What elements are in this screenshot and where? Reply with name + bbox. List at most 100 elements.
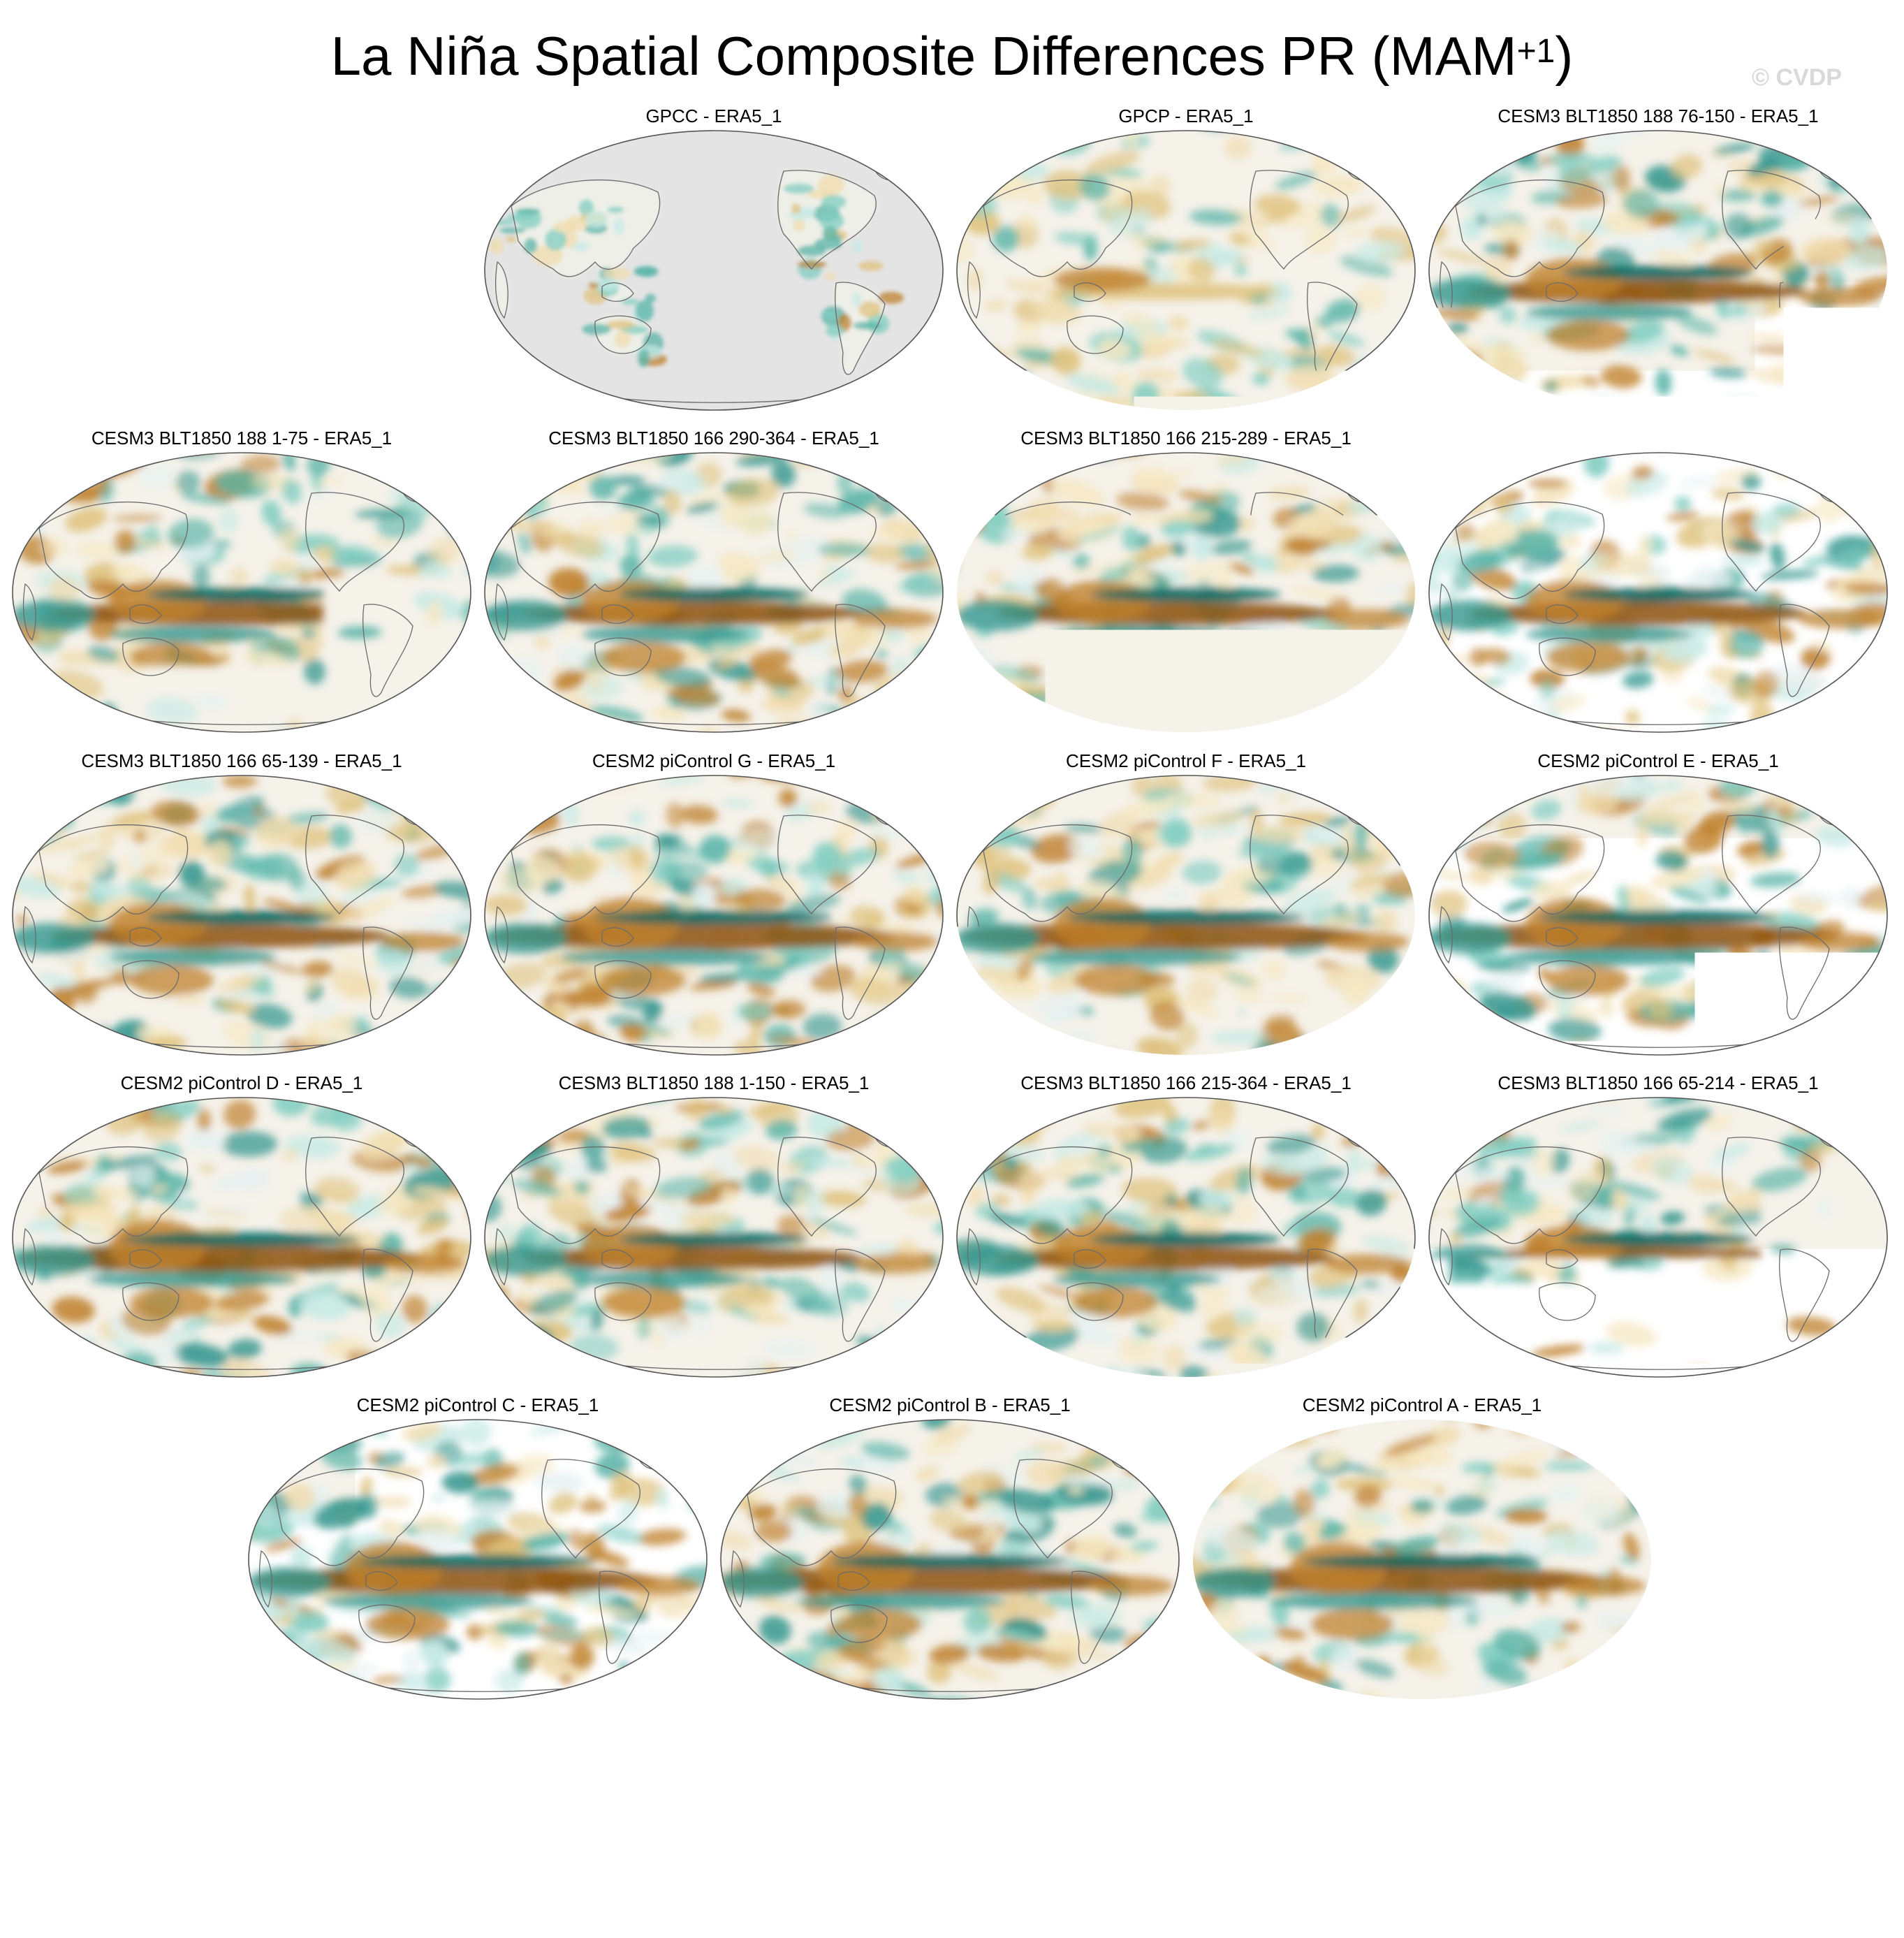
map-panel: CESM3 BLT1850 166 140-214 - ERA5_1: [1428, 426, 1889, 734]
map-panel: CESM3 BLT1850 166 215-289 - ERA5_1: [955, 426, 1416, 734]
robinson-map: [1428, 1096, 1889, 1378]
map-panel: CESM3 BLT1850 188 1-150 - ERA5_1: [483, 1071, 944, 1378]
robinson-map: [11, 451, 472, 734]
figure-title: La Niña Spatial Composite Differences PR…: [0, 21, 1904, 91]
panel-title: CESM2 piControl E - ERA5_1: [1428, 749, 1889, 773]
colorbar-swatch: [949, 1775, 1034, 1812]
panel-title: CESM3 BLT1850 166 215-364 - ERA5_1: [955, 1071, 1416, 1095]
map-panel: CESM2 piControl C - ERA5_1: [247, 1393, 708, 1700]
colorbar-swatch: [1371, 1775, 1456, 1812]
robinson-map: [1428, 774, 1889, 1056]
figure-title-superscript: +1: [1517, 33, 1555, 70]
colorbar-swatch: [781, 1775, 865, 1812]
robinson-map: [483, 1096, 944, 1378]
colorbar-tick-label: 0: [907, 1813, 991, 1862]
robinson-map: [483, 774, 944, 1056]
colorbar-swatch: [1708, 1775, 1792, 1812]
map-panel: CESM2 piControl F - ERA5_1: [955, 749, 1416, 1056]
colorbar-swatch: [444, 1775, 528, 1812]
colorbar-tick-label: .1: [992, 1813, 1076, 1862]
robinson-map: [1428, 129, 1889, 411]
panel-title: CESM3 BLT1850 166 65-139 - ERA5_1: [11, 749, 472, 773]
figure-title-text: La Niña Spatial Composite Differences PR…: [331, 25, 1517, 87]
map-panel: CESM2 piControl B - ERA5_1: [719, 1393, 1180, 1700]
colorbar-tick-label: -4: [233, 1813, 316, 1862]
colorbar-swatch: [1118, 1775, 1202, 1812]
panel-title: CESM3 BLT1850 166 140-214 - ERA5_1: [1428, 426, 1889, 450]
colorbar-tick-label: .25: [1076, 1813, 1159, 1862]
colorbar-tick-label: 1: [1329, 1813, 1413, 1862]
colorbar-swatch: [865, 1775, 949, 1812]
colorbar-tick-label: 5: [1666, 1813, 1750, 1862]
panel-title: CESM3 BLT1850 188 76-150 - ERA5_1: [1428, 104, 1889, 128]
map-panel: CESM3 BLT1850 188 76-150 - ERA5_1: [1428, 104, 1889, 411]
colorbar-swatch: [359, 1775, 444, 1812]
colorbar-units: mm/day: [0, 1860, 1904, 1909]
robinson-map: [247, 1418, 708, 1700]
colorbar-tick-label: -1: [486, 1813, 570, 1862]
robinson-map: [11, 1096, 472, 1378]
colorbar-frame: [106, 1775, 1792, 1812]
colorbar-tick-label: -5: [149, 1813, 233, 1862]
map-panel: CESM2 piControl A - ERA5_1: [1192, 1393, 1653, 1700]
colorbar-tick-label: .75: [1245, 1813, 1328, 1862]
panel-title: CESM2 piControl F - ERA5_1: [955, 749, 1416, 773]
colorbar-tick-label: .5: [1160, 1813, 1244, 1862]
colorbar-swatch: [1455, 1775, 1539, 1812]
map-panel: GPCP - ERA5_1: [955, 104, 1416, 411]
colorbar-tick-label: 2: [1413, 1813, 1497, 1862]
robinson-map: [1428, 451, 1889, 734]
colorbar-swatch: [1034, 1775, 1118, 1812]
robinson-map: [955, 774, 1416, 1056]
panel-title: CESM3 BLT1850 166 290-364 - ERA5_1: [483, 426, 944, 450]
panel-title: CESM2 piControl D - ERA5_1: [11, 1071, 472, 1095]
robinson-map: [483, 129, 944, 411]
cvdp-watermark: © CVDP: [1752, 64, 1842, 92]
robinson-map: [1192, 1418, 1653, 1700]
colorbar-tick-label: -.75: [570, 1813, 654, 1862]
colorbar-swatch: [191, 1775, 275, 1812]
map-panel: CESM2 piControl D - ERA5_1: [11, 1071, 472, 1378]
map-panel: CESM3 BLT1850 166 65-139 - ERA5_1: [11, 749, 472, 1056]
figure-title-close: ): [1555, 25, 1573, 87]
panel-title: CESM3 BLT1850 166 65-214 - ERA5_1: [1428, 1071, 1889, 1095]
colorbar-swatch: [106, 1775, 191, 1812]
panel-title: CESM3 BLT1850 188 1-150 - ERA5_1: [483, 1071, 944, 1095]
panel-title: CESM3 BLT1850 188 1-75 - ERA5_1: [11, 426, 472, 450]
colorbar-tick-label: -.1: [823, 1813, 907, 1862]
robinson-map: [483, 451, 944, 734]
panel-title: GPCC - ERA5_1: [483, 104, 944, 128]
panel-title: CESM2 piControl B - ERA5_1: [719, 1393, 1180, 1417]
colorbar-swatch: [528, 1775, 613, 1812]
robinson-map: [955, 1096, 1416, 1378]
colorbar-swatch: [1287, 1775, 1371, 1812]
map-panel: CESM3 BLT1850 166 215-364 - ERA5_1: [955, 1071, 1416, 1378]
colorbar-swatch: [612, 1775, 696, 1812]
colorbar-tick-label: -3: [317, 1813, 401, 1862]
robinson-map: [719, 1418, 1180, 1700]
panel-title: CESM2 piControl C - ERA5_1: [247, 1393, 708, 1417]
panel-title: GPCP - ERA5_1: [955, 104, 1416, 128]
robinson-map: [11, 774, 472, 1056]
panel-title: CESM2 piControl A - ERA5_1: [1192, 1393, 1653, 1417]
colorbar-tick-label: 3: [1497, 1813, 1581, 1862]
robinson-map: [955, 129, 1416, 411]
map-panel: CESM2 piControl E - ERA5_1: [1428, 749, 1889, 1056]
map-panel: CESM3 BLT1850 188 1-75 - ERA5_1: [11, 426, 472, 734]
colorbar-tick-label: 4: [1582, 1813, 1666, 1862]
colorbar-tick-label: -2: [402, 1813, 485, 1862]
map-panel: GPCC - ERA5_1: [483, 104, 944, 411]
colorbar-swatch: [274, 1775, 359, 1812]
colorbar-swatch: [696, 1775, 781, 1812]
robinson-map: [955, 451, 1416, 734]
panel-title: CESM2 piControl G - ERA5_1: [483, 749, 944, 773]
map-panel: CESM2 piControl G - ERA5_1: [483, 749, 944, 1056]
map-panel: CESM3 BLT1850 166 65-214 - ERA5_1: [1428, 1071, 1889, 1378]
map-panel: CESM3 BLT1850 166 290-364 - ERA5_1: [483, 426, 944, 734]
colorbar-swatch: [1539, 1775, 1624, 1812]
panel-title: CESM3 BLT1850 166 215-289 - ERA5_1: [955, 426, 1416, 450]
colorbar-swatch: [1624, 1775, 1708, 1812]
colorbar-tick-label: -.5: [654, 1813, 738, 1862]
colorbar-swatch: [1202, 1775, 1287, 1812]
colorbar-tick-label: -.25: [739, 1813, 823, 1862]
